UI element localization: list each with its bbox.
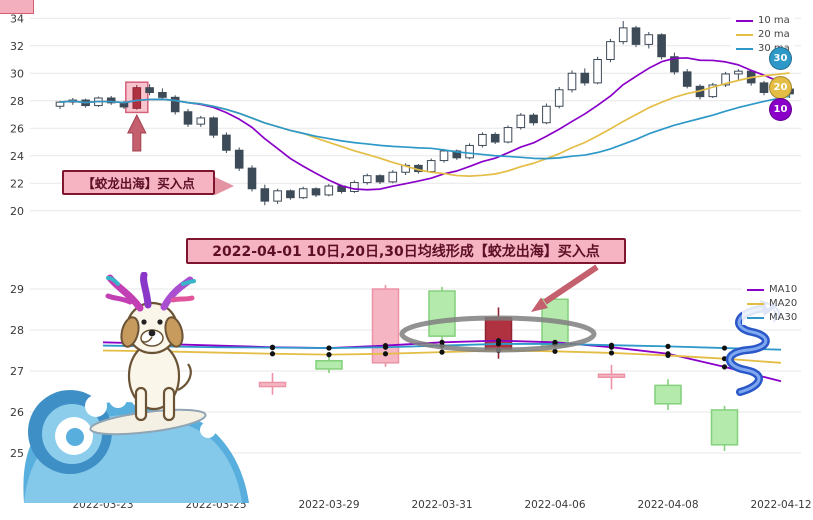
legend-item-ma20: MA20	[747, 298, 797, 309]
svg-text:2022-04-12: 2022-04-12	[750, 499, 811, 511]
ma10-legend-label: MA10	[769, 284, 798, 295]
ma10-line-swatch	[736, 19, 753, 22]
dog-surfing-illustration	[23, 272, 249, 503]
ma30-end-badge: 30	[769, 47, 792, 70]
buy-point-callout-arrow	[215, 177, 234, 195]
legend-item-ma10: MA10	[747, 284, 797, 295]
ma20-badge-label: 20	[773, 82, 788, 93]
svg-text:2022-03-31: 2022-03-31	[411, 499, 472, 511]
svg-text:26: 26	[10, 122, 24, 135]
bottom-chart-legend: MA10 MA20 MA30	[742, 282, 803, 325]
buy-point-up-arrow	[126, 113, 147, 152]
svg-text:2022-03-29: 2022-03-29	[298, 499, 359, 511]
ma30-line-swatch	[736, 47, 753, 50]
svg-text:28: 28	[10, 95, 24, 108]
ma10-legend-label: 10 ma	[758, 15, 790, 26]
svg-text:29: 29	[10, 283, 24, 296]
svg-text:2022-04-08: 2022-04-08	[637, 499, 698, 511]
pattern-banner: 2022-04-01 10日,20日,30日均线形成【蛟龙出海】买入点	[186, 238, 626, 264]
svg-text:2022-04-06: 2022-04-06	[524, 499, 585, 511]
svg-text:27: 27	[10, 365, 24, 378]
bottom-candles	[258, 284, 739, 451]
svg-text:20: 20	[10, 205, 24, 218]
legend-item-10ma: 10 ma	[736, 15, 790, 26]
daily-candlestick-chart: 34 32 30 28 26 24 22 20	[10, 12, 801, 218]
ma20-line-swatch	[747, 302, 764, 305]
buy-point-callout: 【蛟龙出海】买入点	[62, 170, 215, 195]
dragon-antlers	[105, 272, 196, 312]
ma30-badge-label: 30	[773, 53, 788, 64]
corner-pink-fragment	[0, 0, 34, 14]
svg-text:26: 26	[10, 406, 24, 419]
ma10-badge-label: 10	[773, 104, 788, 115]
ma20-end-badge: 20	[769, 76, 792, 99]
ma20-line-swatch	[736, 33, 753, 36]
svg-text:32: 32	[10, 40, 24, 53]
svg-text:25: 25	[10, 447, 24, 460]
ma10-end-badge: 10	[769, 98, 792, 121]
svg-text:34: 34	[10, 12, 24, 25]
legend-item-ma30: MA30	[747, 312, 797, 323]
top-ma-lines	[59, 57, 790, 191]
top-gridlines: 34 32 30 28 26 24 22 20	[10, 12, 801, 218]
ma20-legend-label: MA20	[769, 298, 798, 309]
ma10-line-swatch	[747, 288, 764, 291]
ma20-legend-label: 20 ma	[758, 29, 790, 40]
svg-text:22: 22	[10, 177, 24, 190]
ma30-legend-label: MA30	[769, 312, 798, 323]
svg-text:28: 28	[10, 324, 24, 337]
svg-text:30: 30	[10, 67, 24, 80]
legend-item-20ma: 20 ma	[736, 29, 790, 40]
ma30-line-swatch	[747, 316, 764, 319]
svg-text:24: 24	[10, 150, 24, 163]
dog-body	[125, 301, 192, 422]
